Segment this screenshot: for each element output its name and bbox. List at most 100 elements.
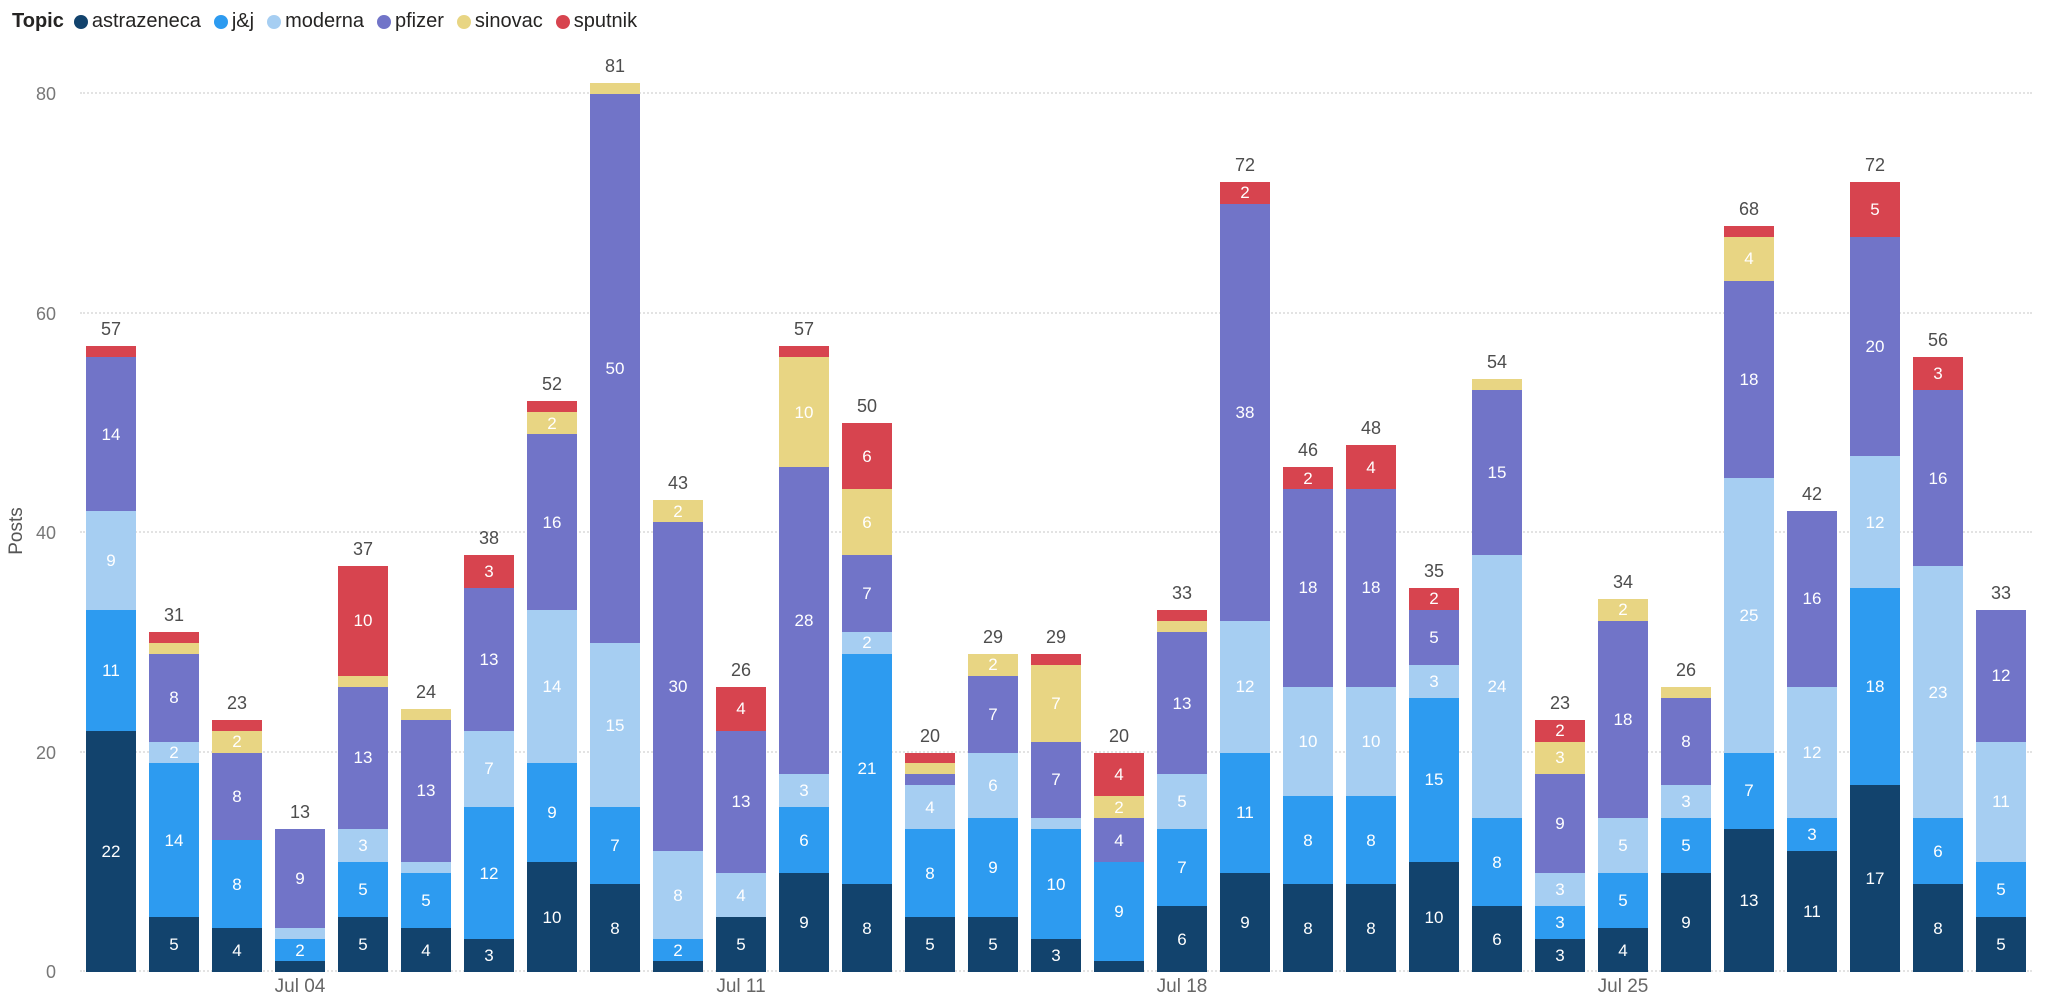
bar-segment-moderna[interactable]: 2 bbox=[842, 631, 892, 654]
bar-segment-pfizer[interactable]: 18 bbox=[1724, 280, 1774, 479]
bar-segment-pfizer[interactable] bbox=[905, 774, 955, 786]
bar-segment-pfizer[interactable]: 7 bbox=[968, 675, 1018, 753]
bar-segment-moderna[interactable] bbox=[1031, 818, 1081, 830]
bar-segment-moderna[interactable]: 5 bbox=[1157, 774, 1207, 830]
bar-segment-sinovac[interactable] bbox=[338, 675, 388, 687]
bar-segment-astrazeneca[interactable]: 4 bbox=[401, 928, 451, 972]
bar-segment-moderna[interactable]: 3 bbox=[1661, 785, 1711, 819]
bar-segment-j-j[interactable]: 6 bbox=[1913, 818, 1963, 885]
bar-segment-moderna[interactable]: 15 bbox=[590, 642, 640, 808]
bar-segment-sinovac[interactable]: 2 bbox=[1598, 598, 1648, 621]
bar-segment-pfizer[interactable]: 8 bbox=[1661, 697, 1711, 786]
bar-segment-moderna[interactable]: 7 bbox=[464, 730, 514, 808]
bar-segment-j-j[interactable]: 11 bbox=[1220, 752, 1270, 874]
bar-segment-moderna[interactable]: 10 bbox=[1283, 686, 1333, 797]
bar-segment-pfizer[interactable]: 12 bbox=[1976, 609, 2026, 742]
bar-segment-sputnik[interactable]: 2 bbox=[1409, 587, 1459, 610]
bar-segment-j-j[interactable]: 2 bbox=[653, 939, 703, 962]
bar-segment-pfizer[interactable]: 28 bbox=[779, 467, 829, 775]
bar-segment-j-j[interactable]: 5 bbox=[1976, 862, 2026, 918]
bar-segment-sputnik[interactable] bbox=[212, 719, 262, 731]
bar-segment-sputnik[interactable]: 2 bbox=[1535, 719, 1585, 742]
bar-segment-sputnik[interactable]: 2 bbox=[1220, 181, 1270, 204]
bar-segment-astrazeneca[interactable]: 6 bbox=[1472, 906, 1522, 972]
bar-segment-sputnik[interactable] bbox=[1724, 225, 1774, 237]
bar-segment-sputnik[interactable] bbox=[527, 401, 577, 413]
bar-segment-moderna[interactable]: 2 bbox=[149, 741, 199, 764]
bar-segment-moderna[interactable]: 4 bbox=[905, 785, 955, 830]
bar-segment-sinovac[interactable]: 2 bbox=[212, 730, 262, 753]
bar-segment-j-j[interactable]: 5 bbox=[1661, 818, 1711, 874]
bar-segment-astrazeneca[interactable]: 5 bbox=[149, 917, 199, 972]
bar-segment-sputnik[interactable]: 4 bbox=[716, 686, 766, 731]
bar-segment-j-j[interactable]: 7 bbox=[1724, 752, 1774, 830]
bar-segment-j-j[interactable]: 5 bbox=[338, 862, 388, 918]
bar-segment-astrazeneca[interactable]: 6 bbox=[1157, 906, 1207, 972]
bar-segment-sinovac[interactable] bbox=[1157, 620, 1207, 632]
bar-segment-sputnik[interactable] bbox=[779, 346, 829, 358]
bar-segment-astrazeneca[interactable] bbox=[653, 961, 703, 972]
bar-segment-sputnik[interactable]: 6 bbox=[842, 423, 892, 490]
bar-segment-pfizer[interactable]: 13 bbox=[401, 719, 451, 863]
bar-segment-pfizer[interactable]: 16 bbox=[527, 434, 577, 610]
bar-segment-j-j[interactable]: 14 bbox=[149, 763, 199, 918]
legend-item-sinovac[interactable]: sinovac bbox=[456, 10, 543, 33]
bar-segment-pfizer[interactable]: 15 bbox=[1472, 390, 1522, 555]
bar-segment-j-j[interactable]: 3 bbox=[1787, 818, 1837, 852]
bar-segment-j-j[interactable]: 7 bbox=[590, 807, 640, 885]
bar-segment-j-j[interactable]: 11 bbox=[86, 609, 136, 731]
bar-segment-pfizer[interactable]: 7 bbox=[842, 554, 892, 632]
bar-segment-astrazeneca[interactable]: 13 bbox=[1724, 829, 1774, 972]
bar-segment-moderna[interactable]: 12 bbox=[1220, 620, 1270, 753]
bar-segment-sinovac[interactable]: 6 bbox=[842, 489, 892, 555]
bar-segment-moderna[interactable]: 10 bbox=[1346, 686, 1396, 797]
bar-segment-astrazeneca[interactable]: 17 bbox=[1850, 785, 1900, 972]
bar-segment-pfizer[interactable]: 18 bbox=[1283, 489, 1333, 687]
bar-segment-pfizer[interactable]: 38 bbox=[1220, 203, 1270, 621]
bar-segment-astrazeneca[interactable]: 8 bbox=[842, 884, 892, 972]
bar-segment-astrazeneca[interactable]: 3 bbox=[1535, 939, 1585, 972]
bar-segment-sputnik[interactable]: 3 bbox=[1913, 357, 1963, 391]
bar-segment-pfizer[interactable]: 4 bbox=[1094, 818, 1144, 863]
bar-segment-pfizer[interactable]: 9 bbox=[1535, 774, 1585, 874]
bar-segment-astrazeneca[interactable]: 8 bbox=[1913, 884, 1963, 972]
bar-segment-j-j[interactable]: 21 bbox=[842, 653, 892, 885]
bar-segment-moderna[interactable]: 3 bbox=[338, 829, 388, 863]
bar-segment-j-j[interactable]: 12 bbox=[464, 807, 514, 940]
bar-segment-j-j[interactable]: 5 bbox=[401, 873, 451, 929]
bar-segment-sinovac[interactable] bbox=[1472, 379, 1522, 391]
bar-segment-astrazeneca[interactable]: 10 bbox=[1409, 862, 1459, 972]
bar-segment-sinovac[interactable] bbox=[905, 763, 955, 775]
bar-segment-astrazeneca[interactable]: 8 bbox=[1346, 884, 1396, 972]
bar-segment-sinovac[interactable] bbox=[590, 83, 640, 94]
bar-segment-moderna[interactable]: 5 bbox=[1598, 818, 1648, 874]
bar-segment-j-j[interactable]: 9 bbox=[1094, 862, 1144, 962]
bar-segment-sputnik[interactable]: 5 bbox=[1850, 181, 1900, 237]
bar-segment-astrazeneca[interactable]: 5 bbox=[968, 917, 1018, 972]
bar-segment-j-j[interactable]: 8 bbox=[212, 840, 262, 929]
bar-segment-astrazeneca[interactable]: 11 bbox=[1787, 851, 1837, 972]
bar-segment-sputnik[interactable] bbox=[149, 631, 199, 643]
bar-segment-astrazeneca[interactable]: 10 bbox=[527, 862, 577, 972]
bar-segment-sinovac[interactable] bbox=[1661, 686, 1711, 698]
bar-segment-sinovac[interactable] bbox=[401, 708, 451, 720]
bar-segment-moderna[interactable]: 12 bbox=[1850, 456, 1900, 588]
bar-segment-j-j[interactable]: 9 bbox=[968, 818, 1018, 918]
bar-segment-astrazeneca[interactable]: 4 bbox=[1598, 928, 1648, 972]
bar-segment-astrazeneca[interactable] bbox=[1094, 961, 1144, 972]
legend-item-moderna[interactable]: moderna bbox=[267, 10, 364, 33]
bar-segment-j-j[interactable]: 8 bbox=[1283, 796, 1333, 885]
bar-segment-pfizer[interactable]: 18 bbox=[1346, 489, 1396, 687]
bar-segment-sinovac[interactable]: 3 bbox=[1535, 741, 1585, 775]
bar-segment-pfizer[interactable]: 16 bbox=[1913, 390, 1963, 566]
bar-segment-sputnik[interactable]: 10 bbox=[338, 565, 388, 676]
bar-segment-sinovac[interactable]: 10 bbox=[779, 357, 829, 468]
bar-segment-sinovac[interactable]: 7 bbox=[1031, 664, 1081, 742]
bar-segment-moderna[interactable] bbox=[401, 862, 451, 874]
bar-segment-j-j[interactable]: 5 bbox=[1598, 873, 1648, 929]
bar-segment-astrazeneca[interactable]: 9 bbox=[779, 873, 829, 972]
bar-segment-j-j[interactable]: 10 bbox=[1031, 829, 1081, 940]
bar-segment-astrazeneca[interactable]: 9 bbox=[1661, 873, 1711, 972]
bar-segment-sinovac[interactable]: 2 bbox=[968, 653, 1018, 676]
bar-segment-astrazeneca[interactable] bbox=[275, 961, 325, 972]
